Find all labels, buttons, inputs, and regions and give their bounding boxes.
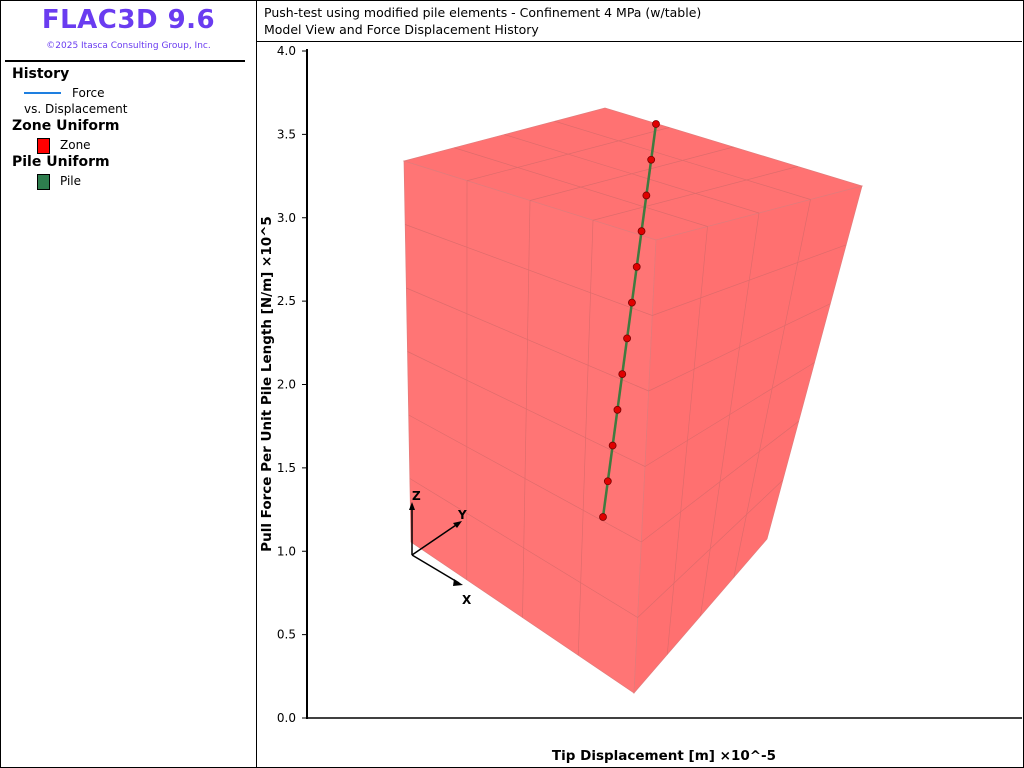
pile-node — [599, 513, 607, 521]
pile-node — [603, 477, 612, 486]
pile-node — [618, 370, 627, 378]
y-axis-ticks — [302, 50, 307, 719]
pile-node — [623, 334, 631, 343]
y-tick-label: 4.0 — [277, 44, 296, 58]
y-axis-title: Pull Force Per Unit Pile Length [N/m] ×1… — [259, 216, 275, 552]
pile-node — [647, 155, 656, 164]
pile-node — [608, 441, 617, 450]
history-heading: History — [12, 66, 70, 82]
axis-y-label: Y — [457, 508, 467, 522]
pile-node — [637, 227, 646, 236]
y-tick-label: 2.5 — [277, 294, 296, 308]
history-series-label: Force — [72, 86, 105, 100]
plot-title: Push-test using modified pile elements -… — [264, 5, 702, 20]
axis-triad: Z Y X — [409, 489, 472, 607]
y-tick-label: 3.5 — [277, 127, 296, 141]
axis-x-label: X — [462, 593, 472, 607]
pile-element — [601, 123, 658, 518]
zone-heading: Zone Uniform — [12, 118, 120, 134]
zone-block — [402, 107, 864, 694]
history-line-swatch — [24, 92, 61, 94]
pile-heading: Pile Uniform — [12, 154, 110, 170]
copyright-text: ©2025 Itasca Consulting Group, Inc. — [46, 41, 211, 51]
y-tick-label: 0.0 — [277, 711, 296, 725]
axis-z-label: Z — [412, 489, 421, 503]
pile-node — [613, 405, 622, 414]
zone-color-swatch — [37, 138, 50, 154]
zone-label: Zone — [60, 138, 91, 152]
x-axis-title: Tip Displacement [m] ×10^-5 — [552, 748, 776, 764]
history-subtitle: vs. Displacement — [24, 102, 128, 116]
plot-header: Push-test using modified pile elements -… — [257, 1, 1022, 42]
y-tick-label: 2.0 — [277, 378, 296, 392]
y-axis-tick-labels: 0.0 0.5 1.0 1.5 2.0 2.5 3.0 3.5 4.0 — [277, 44, 296, 725]
y-tick-label: 1.5 — [277, 461, 296, 475]
pile-node — [652, 120, 660, 128]
legend-divider — [5, 60, 245, 62]
zone-right-face — [633, 185, 863, 694]
zone-front-face — [403, 160, 657, 694]
pile-node — [642, 191, 651, 200]
pile-nodes — [599, 120, 660, 521]
legend-panel: FLAC3D 9.6 ©2025 Itasca Consulting Group… — [1, 1, 257, 767]
y-tick-label: 0.5 — [277, 628, 296, 642]
pile-node — [628, 298, 636, 307]
y-tick-label: 3.0 — [277, 211, 296, 225]
plot-subtitle: Model View and Force Displacement Histor… — [264, 22, 539, 37]
pile-node — [632, 263, 641, 271]
pile-color-swatch — [37, 174, 50, 190]
y-tick-label: 1.0 — [277, 544, 296, 558]
app-title: FLAC3D 9.6 — [41, 5, 216, 35]
plot-area: Z Y X 0.0 0.5 1.0 1.5 2.0 2.5 3.0 3.5 4.0 Pull F… — [259, 44, 1022, 764]
pile-label: Pile — [60, 174, 82, 188]
